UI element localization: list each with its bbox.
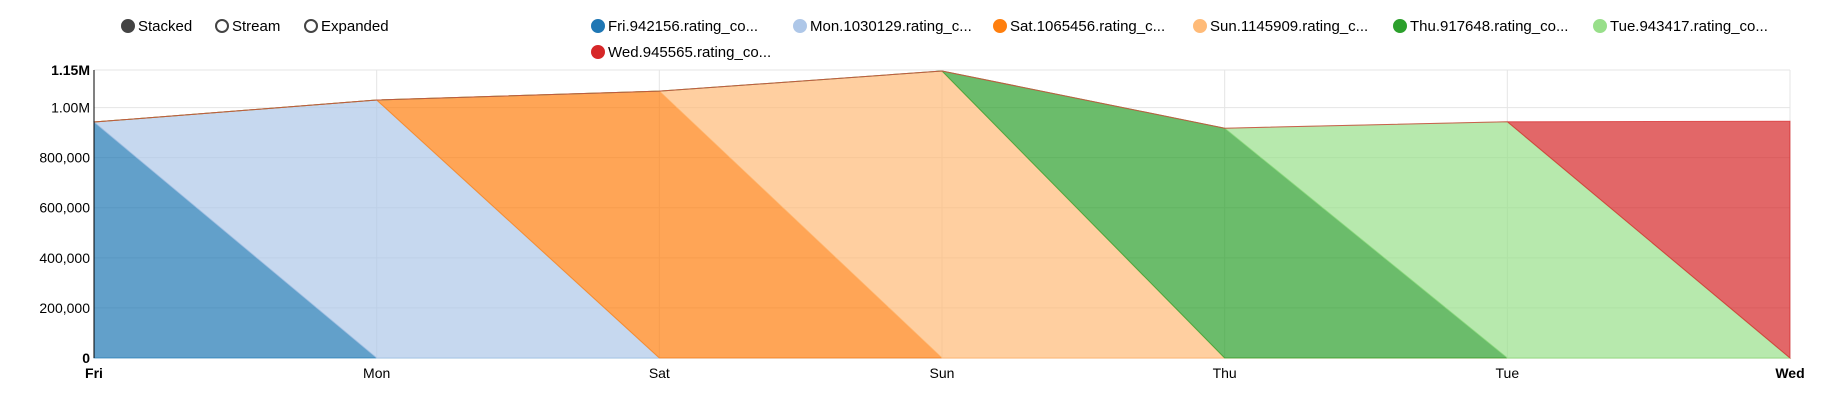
area-layers [92, 70, 1792, 360]
x-tick-label: Sat [649, 365, 670, 381]
chart-legend: Fri.942156.rating_co... Mon.1030129.ratin… [591, 18, 1768, 61]
x-tick-label: Tue [1496, 365, 1520, 381]
area-series [93, 70, 1791, 360]
y-tick-label: 600,000 [39, 200, 90, 216]
legend-label: Sun.1145909.rating_c... [1210, 18, 1368, 35]
radio-selected-icon [121, 19, 135, 33]
legend-swatch-icon [793, 19, 807, 33]
legend-label: Tue.943417.rating_co... [1610, 18, 1768, 35]
legend-swatch-icon [993, 19, 1007, 33]
mode-option-label: Expanded [321, 18, 389, 35]
radio-unselected-icon [215, 19, 229, 33]
x-tick-label: Thu [1213, 365, 1237, 381]
mode-option-stream[interactable]: Stream [215, 18, 280, 35]
legend-label: Fri.942156.rating_co... [608, 18, 758, 35]
legend-label: Mon.1030129.rating_c... [810, 18, 972, 35]
legend-item[interactable]: Thu.917648.rating_co... [1393, 18, 1569, 35]
mode-option-label: Stacked [138, 18, 192, 35]
legend-item[interactable]: Sun.1145909.rating_c... [1193, 18, 1369, 35]
legend-swatch-icon [1593, 19, 1607, 33]
legend-item[interactable]: Wed.945565.rating_co... [591, 44, 772, 61]
y-tick-label: 0 [82, 350, 90, 366]
x-tick-label: Mon [363, 365, 390, 381]
legend-swatch-icon [591, 19, 605, 33]
legend-item[interactable]: Sat.1065456.rating_c... [993, 18, 1166, 35]
mode-option-label: Stream [232, 18, 280, 35]
legend-swatch-icon [1193, 19, 1207, 33]
legend-swatch-icon [591, 45, 605, 59]
legend-item[interactable]: Tue.943417.rating_co... [1593, 18, 1768, 35]
x-tick-label: Sun [930, 365, 955, 381]
x-tick-label: Wed [1775, 365, 1804, 381]
legend-item[interactable]: Mon.1030129.rating_c... [793, 18, 972, 35]
legend-swatch-icon [1393, 19, 1407, 33]
mode-option-expanded[interactable]: Expanded [304, 18, 389, 35]
y-tick-label: 800,000 [39, 150, 90, 166]
chart-axes: 0 200,000 400,000 600,000 800,000 1.00M 1.15M F… [39, 62, 1804, 381]
radio-unselected-icon [304, 19, 318, 33]
y-tick-label: 200,000 [39, 300, 90, 316]
mode-option-stacked[interactable]: Stacked [121, 18, 192, 35]
legend-item[interactable]: Fri.942156.rating_co... [591, 18, 759, 35]
legend-label: Thu.917648.rating_co... [1410, 18, 1568, 35]
chart-mode-controls: Stacked Stream Expanded [121, 18, 389, 35]
legend-label: Wed.945565.rating_co... [608, 44, 771, 61]
legend-label: Sat.1065456.rating_c... [1010, 18, 1165, 35]
y-tick-label: 400,000 [39, 250, 90, 266]
y-tick-label: 1.00M [51, 100, 90, 116]
y-tick-label: 1.15M [51, 62, 90, 78]
x-tick-label: Fri [85, 365, 103, 381]
